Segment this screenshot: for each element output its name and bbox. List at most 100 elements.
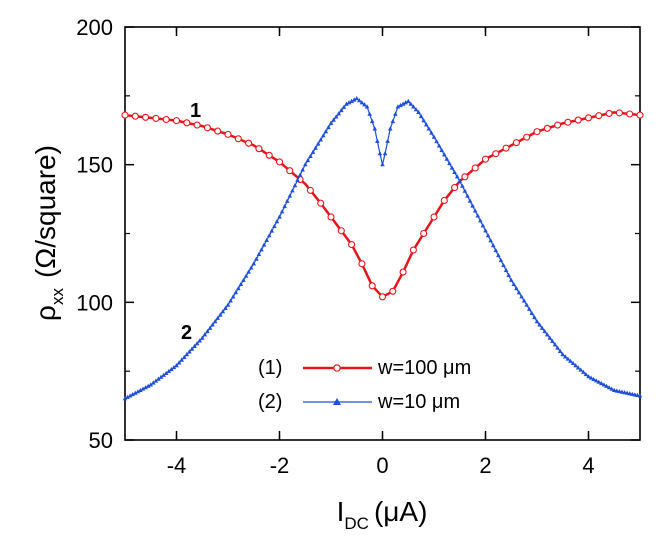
- series-2-point: [225, 302, 231, 307]
- series-2-point: [493, 247, 499, 253]
- series-2-point: [514, 285, 519, 291]
- series-1: [121, 109, 644, 301]
- series-2-point: [127, 393, 133, 398]
- series-2-point: [354, 95, 360, 101]
- series-2-point: [199, 335, 205, 340]
- series-2-point: [133, 390, 138, 395]
- series-1-point: [636, 111, 644, 119]
- series-2-point: [413, 107, 419, 112]
- x-tick-label: -2: [270, 453, 290, 478]
- series-2-point: [591, 376, 596, 382]
- series-2-point: [454, 174, 460, 179]
- series-2-point: [339, 107, 344, 113]
- series-2-point: [333, 114, 339, 119]
- x-tick-label: 2: [479, 453, 491, 478]
- series-2-point: [601, 382, 607, 387]
- series-2-point: [524, 302, 529, 307]
- series-1-point: [317, 199, 325, 207]
- series-2-point: [362, 102, 367, 107]
- x-axis-label-sub: DC: [344, 514, 369, 533]
- series-2-point: [328, 120, 334, 125]
- series-2-point: [521, 298, 527, 303]
- series-2-point: [462, 188, 468, 193]
- series-2-point: [575, 365, 581, 370]
- series-1-point: [131, 112, 139, 120]
- series-2-point: [174, 363, 179, 368]
- series-1-point: [399, 268, 407, 276]
- series-2-point: [418, 113, 424, 119]
- series-1-point: [420, 229, 428, 238]
- series-1-point: [368, 282, 376, 290]
- legend-marker-2: [333, 398, 341, 405]
- series-2-point: [179, 357, 184, 362]
- series-2-point: [565, 356, 571, 361]
- series-1-point: [152, 114, 160, 122]
- series-2-point: [490, 243, 496, 248]
- series-2-point: [516, 290, 522, 295]
- series-2-point: [478, 218, 483, 223]
- series-2-point: [212, 319, 218, 324]
- series-2-point: [372, 126, 378, 131]
- series-2-point: [241, 277, 246, 282]
- series-1-point: [492, 150, 500, 158]
- series-2-point: [431, 134, 437, 139]
- series-2-point: [187, 349, 192, 354]
- series-2-point: [181, 354, 187, 359]
- series-1-point: [409, 246, 417, 254]
- series-2-point: [130, 391, 136, 397]
- series-2-point: [542, 328, 548, 334]
- series-2-point: [498, 257, 504, 263]
- series-1-point: [183, 119, 191, 127]
- series-layer: [121, 95, 644, 401]
- series-2-point: [506, 272, 511, 277]
- series-1-point: [584, 114, 593, 122]
- series-2-point: [166, 368, 172, 374]
- series-2-point: [215, 315, 220, 320]
- series-2-point: [568, 358, 573, 363]
- series-2-point: [140, 386, 146, 391]
- series-1-point: [626, 110, 634, 118]
- series-2-point: [238, 281, 244, 287]
- series-2-point: [367, 111, 372, 116]
- series-2-point: [230, 294, 236, 299]
- series-2: [122, 95, 643, 401]
- series-2-point: [364, 104, 370, 109]
- series-2-point: [570, 360, 576, 366]
- series-2-point: [351, 97, 357, 102]
- series-2-point: [323, 129, 329, 134]
- curve-label-1: 1: [190, 100, 201, 122]
- series-2-point: [326, 124, 331, 130]
- series-2-point: [421, 118, 426, 123]
- series-1-point: [440, 196, 448, 205]
- y-axis-label: ρxx (Ω/square): [30, 145, 67, 321]
- series-2-point: [217, 312, 223, 317]
- series-2-point: [457, 178, 463, 183]
- series-2-point: [475, 213, 481, 218]
- series-2-point: [377, 151, 383, 156]
- series-2-point: [153, 378, 159, 383]
- y-tick-label: 150: [76, 153, 113, 178]
- series-2-point: [375, 138, 380, 143]
- series-2-point: [624, 390, 630, 395]
- series-1-point: [481, 155, 490, 163]
- series-1-point: [512, 139, 520, 147]
- series-2-point: [382, 151, 388, 156]
- series-2-point: [341, 104, 347, 109]
- series-2-point: [614, 388, 620, 393]
- series-2-point: [223, 305, 228, 310]
- y-axis-label-unit: (Ω/square): [30, 145, 61, 278]
- series-2-point: [452, 169, 457, 174]
- series-2-point: [151, 380, 156, 385]
- series-2-point: [202, 332, 208, 337]
- series-2-point: [460, 183, 465, 188]
- series-2-point: [439, 147, 445, 152]
- series-2-point: [529, 310, 535, 315]
- series-2-point: [344, 101, 349, 106]
- series-2-point: [220, 309, 226, 314]
- series-2-point: [346, 100, 352, 105]
- series-2-point: [395, 104, 401, 109]
- series-1-point: [265, 151, 273, 159]
- y-axis-label-main: ρ: [30, 305, 61, 321]
- series-2-point: [400, 101, 406, 106]
